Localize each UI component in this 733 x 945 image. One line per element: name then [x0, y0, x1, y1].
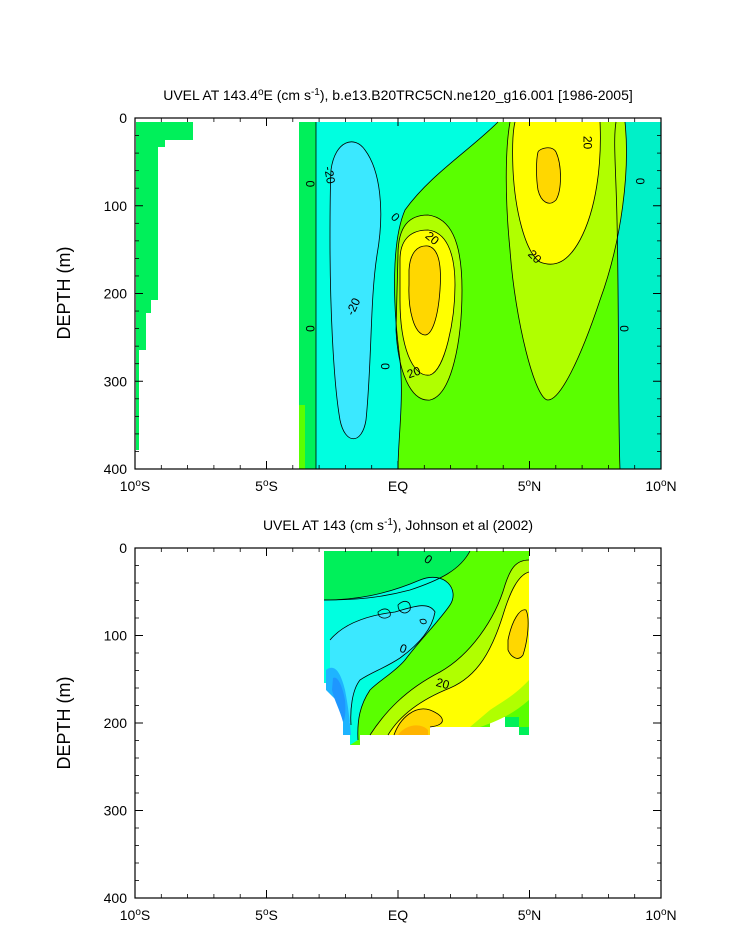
model-x-tick-label: 5oN [518, 478, 541, 494]
model-y-tick-label: 100 [104, 198, 128, 214]
observed-contour-field [324, 551, 529, 745]
observed-y-tick-label: 0 [119, 540, 127, 556]
model-x-tick-label: EQ [388, 478, 408, 494]
model-contour-label: 0 [617, 325, 631, 332]
observed-contour-label: 0 [398, 641, 409, 657]
observed-y-tick-label: 200 [104, 715, 128, 731]
model-contour-label: 20 [580, 136, 594, 150]
observed-y-axis-label: DEPTH (m) [54, 677, 74, 770]
model-contour-label: 0 [303, 180, 317, 187]
observed-x-tick-label: 10oN [645, 907, 676, 923]
model-contour-label: 20 [405, 364, 423, 382]
model-y-tick-label: 200 [104, 286, 128, 302]
model-contour-label: -20 [321, 165, 338, 185]
model-western-strip [136, 122, 193, 450]
model-section-panel: UVEL AT 143.4oE (cm s-1), b.e13.B20TRC5C… [54, 87, 677, 494]
model-contour-field [135, 118, 661, 469]
model-contour-label: 0 [303, 325, 317, 332]
observed-x-tick-label: 10oS [120, 907, 150, 923]
model-contour-label: 0 [378, 363, 392, 370]
observed-y-tick-label: 400 [104, 890, 128, 906]
model-x-tick-label: 10oS [120, 478, 150, 494]
model-y-axis-label: DEPTH (m) [54, 247, 74, 340]
model-y-tick-label: 0 [119, 110, 127, 126]
model-contour-label: -20 [343, 296, 363, 318]
observed-section-panel: UVEL AT 143 (cm s-1), Johnson et al (200… [54, 517, 677, 923]
model-x-tick-label: 10oN [645, 478, 676, 494]
model-x-tick-label: 5oS [255, 478, 278, 494]
model-panel-title: UVEL AT 143.4oE (cm s-1), b.e13.B20TRC5C… [163, 87, 633, 103]
observed-x-tick-label: 5oN [518, 907, 541, 923]
model-y-tick-label: 300 [104, 373, 128, 389]
observed-y-tick-label: 100 [104, 628, 128, 644]
observed-panel-title: UVEL AT 143 (cm s-1), Johnson et al (200… [263, 517, 533, 533]
observed-y-tick-label: 300 [104, 803, 128, 819]
model-contour-label: 0 [633, 178, 647, 185]
model-y-tick-label: 400 [104, 461, 128, 477]
observed-x-tick-label: EQ [388, 907, 408, 923]
observed-contour-lines [323, 550, 530, 741]
observed-contour-label: 20 [434, 675, 451, 692]
model-contour-lines [315, 121, 627, 469]
observed-x-tick-label: 5oS [255, 907, 278, 923]
